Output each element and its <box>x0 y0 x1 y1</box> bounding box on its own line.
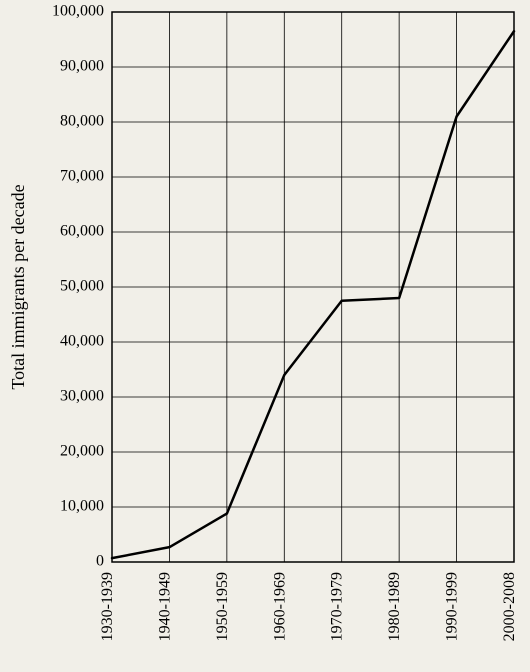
x-tick-label: 1940-1949 <box>156 572 173 641</box>
x-tick-label: 2000-2008 <box>501 572 518 641</box>
x-tick-label: 1930-1939 <box>99 572 116 641</box>
y-tick-label: 40,000 <box>60 333 104 350</box>
x-tick-label: 1990-1999 <box>444 572 461 641</box>
y-tick-label: 50,000 <box>60 278 104 295</box>
y-tick-label: 0 <box>96 553 104 570</box>
x-tick-label: 1980-1989 <box>386 572 403 641</box>
y-tick-label: 90,000 <box>60 58 104 75</box>
y-tick-label: 20,000 <box>60 443 104 460</box>
y-tick-label: 30,000 <box>60 388 104 405</box>
x-tick-label: 1950-1959 <box>214 572 231 641</box>
x-tick-label: 1970-1979 <box>329 572 346 641</box>
y-tick-label: 80,000 <box>60 113 104 130</box>
y-tick-label: 70,000 <box>60 168 104 185</box>
y-tick-label: 60,000 <box>60 223 104 240</box>
line-chart: 0 10,000 20,000 30,000 40,000 50,000 60,000 70,… <box>0 0 530 672</box>
chart-container: 0 10,000 20,000 30,000 40,000 50,000 60,000 70,… <box>0 0 530 672</box>
x-tick-label: 1960-1969 <box>271 572 288 641</box>
y-tick-label: 100,000 <box>52 3 104 20</box>
y-tick-label: 10,000 <box>60 498 104 515</box>
y-axis-label: Total immigrants per decade <box>8 184 28 389</box>
